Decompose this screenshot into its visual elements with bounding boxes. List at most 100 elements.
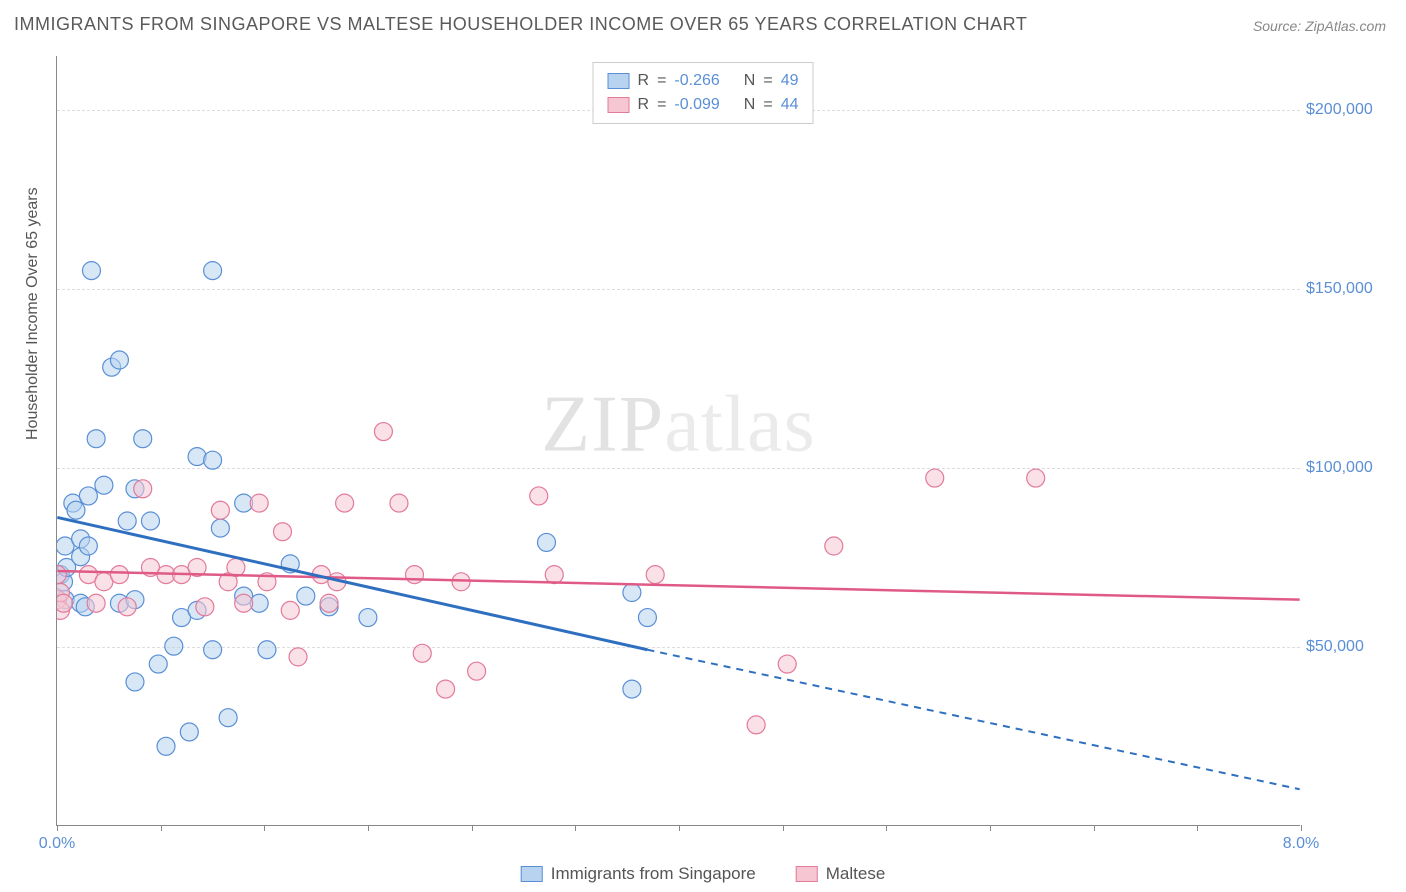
n-label: N [744, 69, 756, 93]
data-point [545, 566, 563, 584]
data-point [180, 723, 198, 741]
data-point [289, 648, 307, 666]
data-point [204, 262, 222, 280]
data-point [79, 537, 97, 555]
data-point [110, 351, 128, 369]
data-point [646, 566, 664, 584]
x-tick [990, 825, 991, 831]
data-point [825, 537, 843, 555]
data-point [359, 609, 377, 627]
data-point [638, 609, 656, 627]
legend-item-b: Maltese [796, 864, 886, 884]
equals: = [657, 93, 666, 117]
data-point [926, 469, 944, 487]
swatch-a-icon [608, 73, 630, 89]
data-point [468, 662, 486, 680]
data-point [134, 480, 152, 498]
data-point [274, 523, 292, 541]
chart-title: IMMIGRANTS FROM SINGAPORE VS MALTESE HOU… [14, 14, 1027, 35]
legend-row-a: R = -0.266 N = 49 [608, 69, 799, 93]
data-point [188, 448, 206, 466]
data-point [87, 594, 105, 612]
y-tick-label: $100,000 [1306, 459, 1396, 477]
data-point [227, 558, 245, 576]
data-point [297, 587, 315, 605]
data-point [623, 680, 641, 698]
y-axis-label: Householder Income Over 65 years [24, 187, 42, 440]
data-point [390, 494, 408, 512]
regression-line [647, 650, 1299, 789]
legend-label-a: Immigrants from Singapore [551, 864, 756, 884]
legend-label-b: Maltese [826, 864, 886, 884]
data-point [1027, 469, 1045, 487]
data-point [110, 566, 128, 584]
n-value-b: 44 [781, 93, 799, 117]
x-tick [1094, 825, 1095, 831]
data-point [211, 501, 229, 519]
data-point [219, 709, 237, 727]
x-tick-label: 8.0% [1283, 835, 1319, 853]
data-point [57, 594, 73, 612]
y-tick-label: $50,000 [1306, 638, 1396, 656]
n-label: N [744, 93, 756, 117]
equals: = [657, 69, 666, 93]
data-point [204, 451, 222, 469]
data-point [413, 644, 431, 662]
swatch-b-icon [796, 866, 818, 882]
data-point [118, 598, 136, 616]
x-tick [368, 825, 369, 831]
r-label: R [638, 69, 650, 93]
data-point [747, 716, 765, 734]
data-point [406, 566, 424, 584]
x-tick-label: 0.0% [39, 835, 75, 853]
data-point [336, 494, 354, 512]
r-label: R [638, 93, 650, 117]
data-point [437, 680, 455, 698]
x-tick [161, 825, 162, 831]
data-point [530, 487, 548, 505]
y-tick-label: $150,000 [1306, 280, 1396, 298]
x-tick [472, 825, 473, 831]
x-tick [575, 825, 576, 831]
data-point [538, 533, 556, 551]
plot-svg [57, 56, 1300, 825]
data-point [235, 594, 253, 612]
x-tick [886, 825, 887, 831]
source-attribution: Source: ZipAtlas.com [1253, 18, 1386, 34]
data-point [67, 501, 85, 519]
x-tick [1197, 825, 1198, 831]
data-point [126, 673, 144, 691]
data-point [778, 655, 796, 673]
y-tick-label: $200,000 [1306, 101, 1396, 119]
data-point [196, 598, 214, 616]
swatch-a-icon [521, 866, 543, 882]
x-tick [1301, 825, 1302, 831]
data-point [204, 641, 222, 659]
data-point [258, 641, 276, 659]
chart-container: { "title": "IMMIGRANTS FROM SINGAPORE VS… [0, 0, 1406, 892]
data-point [281, 601, 299, 619]
data-point [141, 512, 159, 530]
x-tick [57, 825, 58, 831]
data-point [157, 737, 175, 755]
r-value-a: -0.266 [674, 69, 719, 93]
data-point [165, 637, 183, 655]
plot-area: ZIPatlas $50,000$100,000$150,000$200,000… [56, 56, 1300, 826]
correlation-legend: R = -0.266 N = 49 R = -0.099 N = 44 [593, 62, 814, 124]
x-tick [783, 825, 784, 831]
data-point [320, 594, 338, 612]
data-point [623, 584, 641, 602]
data-point [211, 519, 229, 537]
x-tick [264, 825, 265, 831]
series-legend: Immigrants from Singapore Maltese [521, 864, 886, 884]
equals: = [763, 93, 772, 117]
data-point [79, 487, 97, 505]
legend-item-a: Immigrants from Singapore [521, 864, 756, 884]
data-point [82, 262, 100, 280]
data-point [95, 476, 113, 494]
data-point [134, 430, 152, 448]
swatch-b-icon [608, 97, 630, 113]
data-point [118, 512, 136, 530]
data-point [149, 655, 167, 673]
data-point [452, 573, 470, 591]
